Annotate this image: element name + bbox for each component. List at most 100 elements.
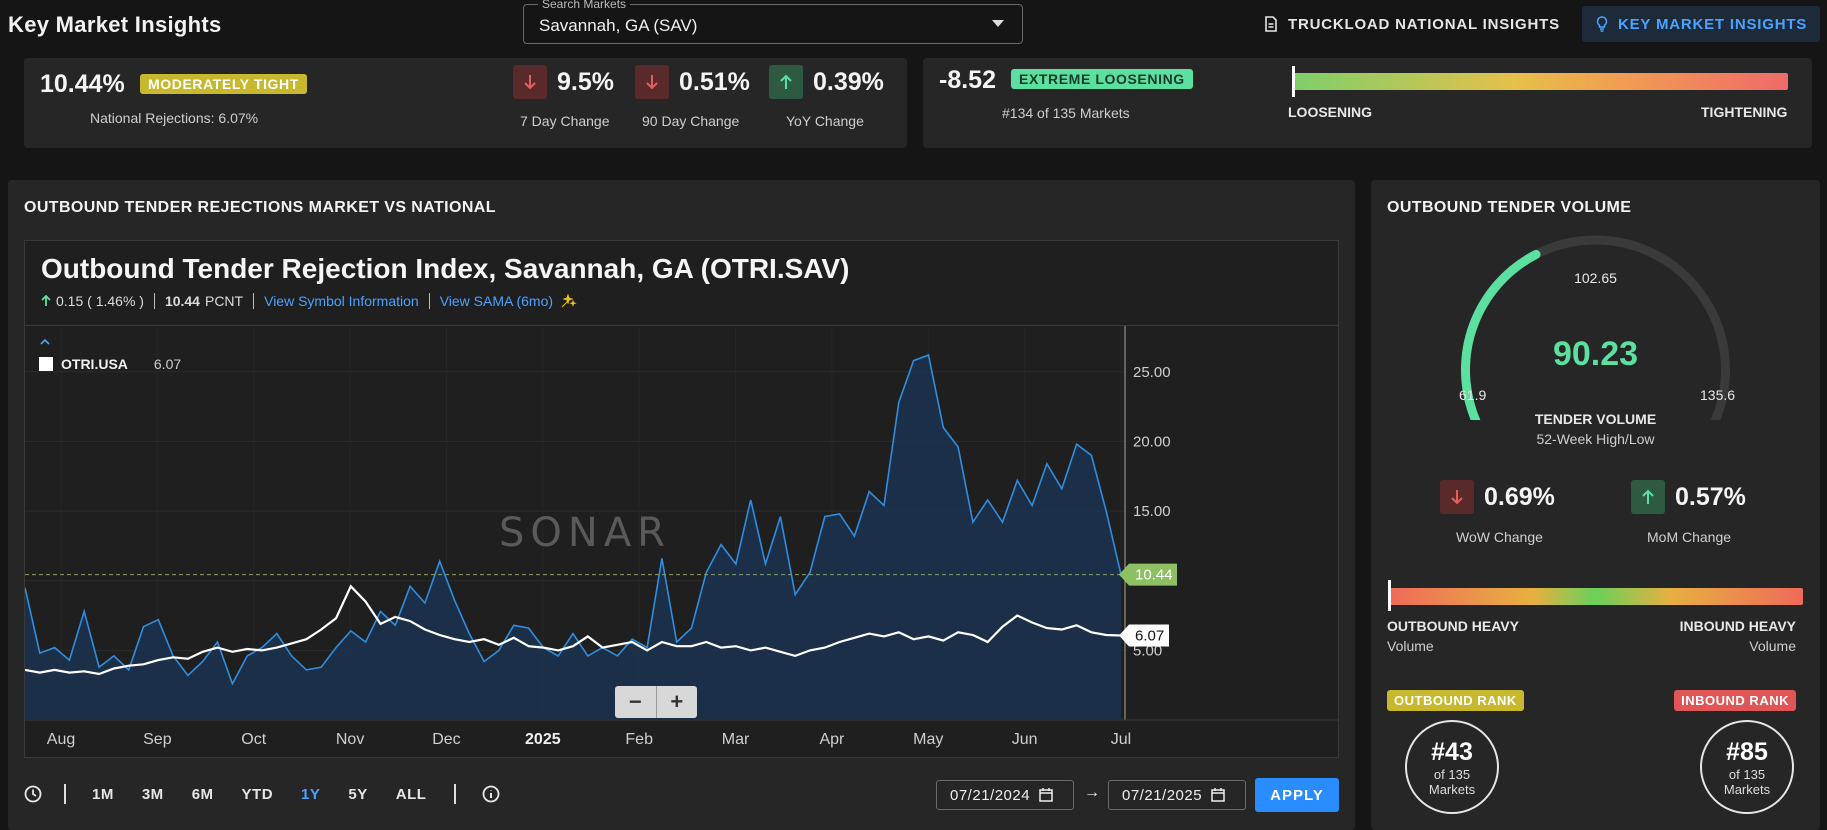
date-from-input[interactable]: 07/21/2024 <box>936 780 1074 810</box>
chart-unit: PCNT <box>204 293 244 309</box>
chart-frame: Outbound Tender Rejection Index, Savanna… <box>24 240 1339 758</box>
momentum-gradient-bar <box>1292 73 1788 90</box>
gauge-peak-label: 102.65 <box>1574 270 1617 286</box>
outbound-rank-circle: #43 of 135 Markets <box>1405 720 1499 814</box>
x-tick-label: Feb <box>625 731 653 748</box>
inbound-rank-circle: #85 of 135 Markets <box>1700 720 1794 814</box>
arrow-down-icon <box>1440 480 1474 514</box>
change-90d-label: 90 Day Change <box>642 113 740 129</box>
legend-value: 6.07 <box>153 356 182 372</box>
outbound-rank-number: #43 <box>1431 738 1473 766</box>
volume-section-title: OUTBOUND TENDER VOLUME <box>1387 199 1632 216</box>
sav-last-value: 10.44 <box>1135 567 1173 584</box>
range-1m-button[interactable]: 1M <box>92 785 114 803</box>
gauge-track <box>1461 235 1730 420</box>
chart-change: 0.15 ( 1.46% ) <box>56 293 144 309</box>
legend-name: OTRI.USA <box>61 356 128 372</box>
momentum-value: -8.52 <box>939 66 996 94</box>
range-6m-button[interactable]: 6M <box>191 785 214 803</box>
chart-svg[interactable]: Aug Sep Oct Nov Dec 2025 Feb Mar Apr May Jun Jul 25.… <box>24 326 1338 758</box>
legend-swatch <box>39 357 53 371</box>
inbound-rank-of: of 135 <box>1728 767 1766 782</box>
change-7d-value: 9.5% <box>557 68 614 96</box>
plot-area[interactable]: Aug Sep Oct Nov Dec 2025 Feb Mar Apr May Jun Jul 25.… <box>24 325 1338 758</box>
x-tick-label: Jun <box>1012 731 1038 748</box>
lightbulb-icon <box>1596 16 1608 32</box>
outbound-heavy-title: OUTBOUND HEAVY <box>1387 618 1519 634</box>
date-to-input[interactable]: 07/21/2025 <box>1108 780 1246 810</box>
apply-button[interactable]: APPLY <box>1255 778 1339 812</box>
range-all-button[interactable]: ALL <box>395 785 427 803</box>
y-tick-label: 5.00 <box>1133 642 1162 659</box>
range-1y-button[interactable]: 1Y <box>301 785 321 803</box>
tender-volume-panel: OUTBOUND TENDER VOLUME 102.65 90.23 61.9… <box>1371 180 1820 830</box>
volume-gauge <box>1461 235 1730 420</box>
inbound-rank-unit: Markets <box>1723 782 1771 797</box>
inbound-rank-number: #85 <box>1726 738 1768 766</box>
arrow-up-icon <box>769 65 803 99</box>
outbound-rank-unit: Markets <box>1428 782 1476 797</box>
x-tick-label: Jul <box>1111 731 1131 748</box>
truckload-label: TRUCKLOAD NATIONAL INSIGHTS <box>1288 15 1560 33</box>
zoom-out-button[interactable]: − <box>615 686 657 718</box>
date-from-value: 07/21/2024 <box>950 786 1031 804</box>
x-tick-label: Sep <box>143 731 172 748</box>
calendar-icon[interactable] <box>1211 788 1225 802</box>
truckload-national-insights-button[interactable]: TRUCKLOAD NATIONAL INSIGHTS <box>1264 6 1560 42</box>
y-tick-label: 25.00 <box>1133 364 1171 381</box>
range-ytd-button[interactable]: YTD <box>241 785 274 803</box>
gauge-fill <box>1461 249 1541 420</box>
date-arrow: → <box>1084 784 1100 801</box>
chart-title: Outbound Tender Rejection Index, Savanna… <box>41 253 850 284</box>
gauge-high-label: 135.6 <box>1700 387 1736 403</box>
status-badge: MODERATELY TIGHT <box>140 74 307 94</box>
search-value: Savannah, GA (SAV) <box>539 16 698 35</box>
outbound-rank-badge: OUTBOUND RANK <box>1387 690 1524 711</box>
gauge-subcaption: 52-Week High/Low <box>1536 431 1655 447</box>
market-search-select[interactable]: Search Markets Savannah, GA (SAV) <box>523 0 1023 44</box>
momentum-panel: -8.52 EXTREME LOOSENING #134 of 135 Mark… <box>923 58 1812 148</box>
zoom-in-button[interactable]: + <box>670 689 684 714</box>
view-symbol-link[interactable]: View Symbol Information <box>264 293 419 309</box>
arrow-down-icon <box>635 65 669 99</box>
y-tick-label: 15.00 <box>1133 503 1171 520</box>
clock-icon[interactable] <box>24 785 42 803</box>
sav-line <box>24 354 1122 686</box>
inbound-rank-badge: INBOUND RANK <box>1674 690 1796 711</box>
zoom-controls: − + <box>615 686 697 718</box>
loosening-label: LOOSENING <box>1288 104 1373 120</box>
chevron-down-icon[interactable] <box>992 20 1004 27</box>
usa-line <box>24 584 1122 676</box>
rejection-value: 10.44% <box>40 70 125 98</box>
momentum-badge: EXTREME LOOSENING <box>1011 69 1193 89</box>
balance-marker <box>1388 580 1391 611</box>
calendar-icon[interactable] <box>1039 788 1053 802</box>
search-legend: Search Markets <box>538 0 631 11</box>
key-market-label: KEY MARKET INSIGHTS <box>1618 15 1808 33</box>
key-market-insights-button[interactable]: KEY MARKET INSIGHTS <box>1582 6 1820 42</box>
mom-value: 0.57% <box>1675 483 1746 511</box>
info-icon[interactable] <box>482 785 500 803</box>
app-title: Key Market Insights <box>8 12 222 37</box>
change-yoy-value: 0.39% <box>813 68 884 96</box>
mom-label: MoM Change <box>1647 529 1732 545</box>
x-tick-label: Dec <box>432 731 460 748</box>
gauge-caption: TENDER VOLUME <box>1534 411 1657 427</box>
range-3m-button[interactable]: 3M <box>141 785 164 803</box>
momentum-marker <box>1292 66 1295 97</box>
outbound-rank-of: of 135 <box>1433 767 1471 782</box>
collapse-caret-icon[interactable] <box>39 338 51 346</box>
range-5y-button[interactable]: 5Y <box>348 785 368 803</box>
usa-last-tag <box>1119 624 1169 647</box>
chart-legend[interactable]: OTRI.USA 6.07 <box>39 356 181 372</box>
chart-stats: 0.15 ( 1.46% ) 10.44 PCNT View Symbol In… <box>41 293 577 309</box>
view-sama-link[interactable]: View SAMA (6mo) <box>439 293 554 309</box>
national-rejections: National Rejections: 6.07% <box>90 110 259 126</box>
change-7d-label: 7 Day Change <box>520 113 610 129</box>
tightening-label: TIGHTENING <box>1701 104 1788 120</box>
wow-label: WoW Change <box>1456 529 1543 545</box>
chart-section-title: OUTBOUND TENDER REJECTIONS MARKET VS NAT… <box>24 199 496 216</box>
momentum-rank: #134 of 135 Markets <box>1002 105 1130 121</box>
sonar-watermark: SONAR <box>499 510 671 556</box>
arrow-up-icon <box>41 295 51 306</box>
